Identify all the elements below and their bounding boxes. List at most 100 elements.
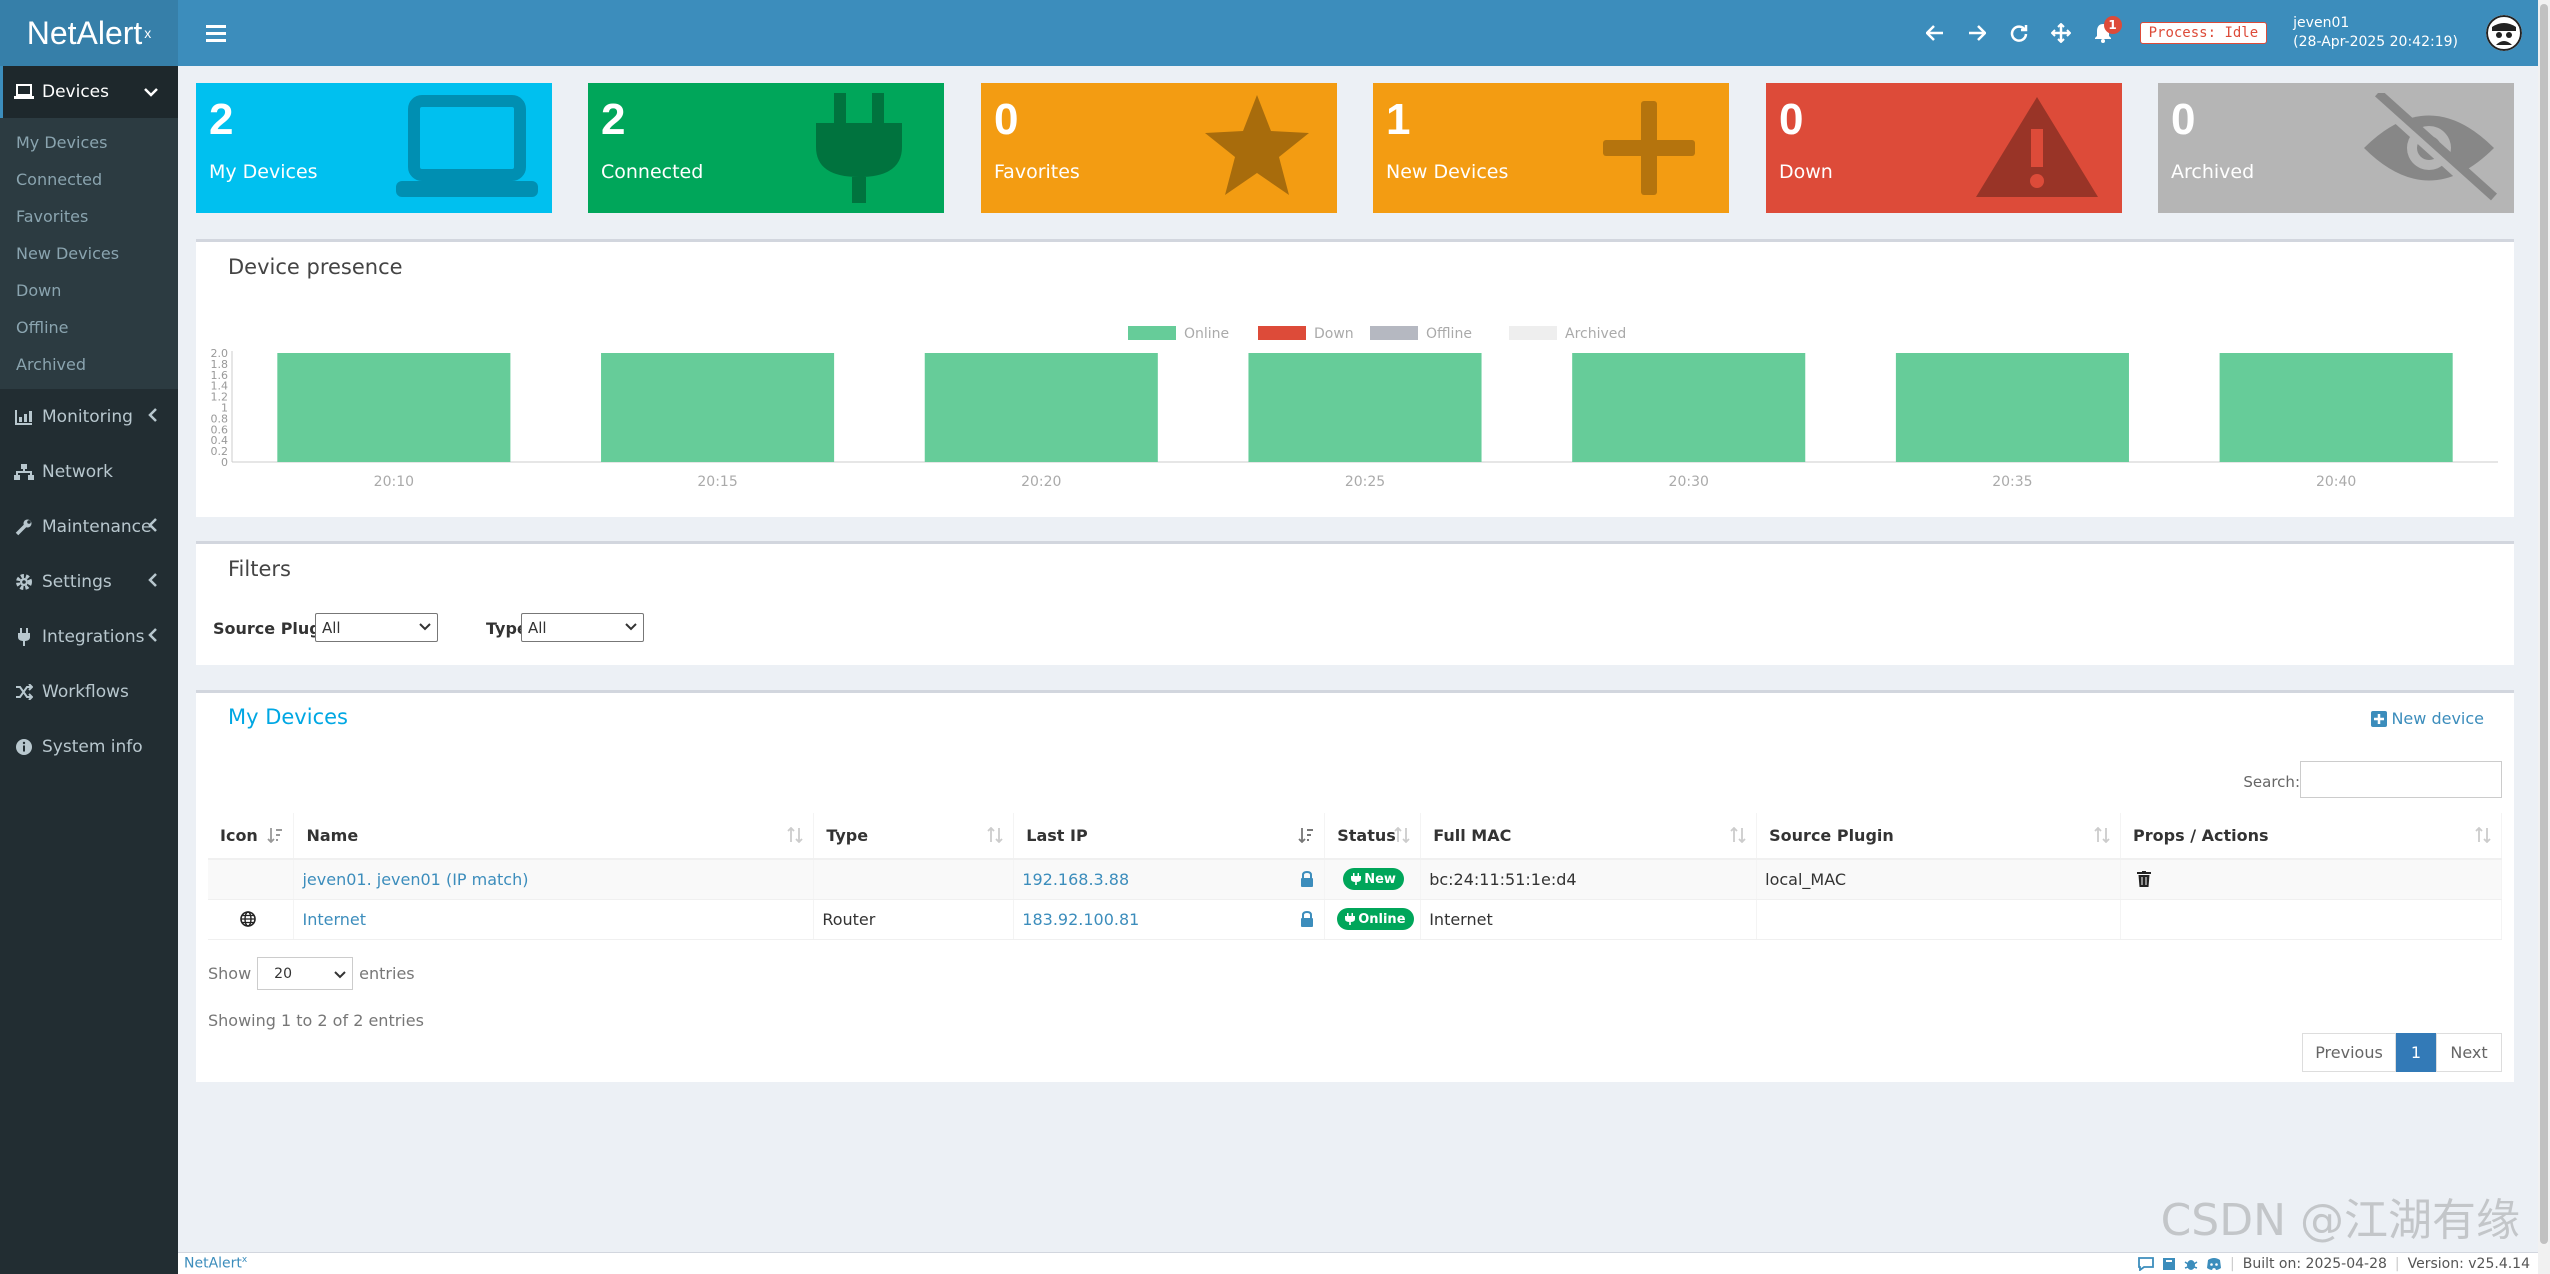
sidebar-subitem-new-devices[interactable]: New Devices xyxy=(16,244,120,263)
device-ip-link[interactable]: 192.168.3.88 xyxy=(1022,869,1130,889)
info-circle-icon xyxy=(14,737,34,757)
y-tick-label: 0.6 xyxy=(211,423,229,436)
new-device-button[interactable]: New device xyxy=(2371,709,2484,728)
cell-name[interactable]: Internet xyxy=(293,899,815,940)
device-presence-chart: Online Down Offline Archived00.20.40.60.811… xyxy=(211,326,2498,490)
box-connected[interactable]: 2 Connected xyxy=(588,83,944,213)
sidebar-subitem-archived[interactable]: Archived xyxy=(16,355,87,374)
chevron-down-icon xyxy=(419,623,431,631)
lock-icon xyxy=(1301,871,1314,887)
cell-last-ip[interactable]: 183.92.100.81 xyxy=(1013,899,1326,940)
box-value: 1 xyxy=(1386,95,1411,144)
previous-page-button[interactable]: Previous xyxy=(2302,1033,2396,1072)
column-header-icon[interactable]: Icon xyxy=(208,813,295,860)
column-header-name[interactable]: Name xyxy=(293,813,815,860)
box-value: 0 xyxy=(994,95,1019,144)
box-down[interactable]: 0 Down xyxy=(1766,83,2122,213)
column-header-type[interactable]: Type xyxy=(813,813,1015,860)
sort-icon xyxy=(987,826,1003,847)
sidebar-subitem-my-devices[interactable]: My Devices xyxy=(16,133,108,152)
device-name-link[interactable]: Internet xyxy=(302,909,367,929)
trash-icon[interactable] xyxy=(2137,871,2152,888)
box-archived[interactable]: 0 Archived xyxy=(2158,83,2514,213)
chevron-down-icon xyxy=(625,623,637,631)
new-device-label: New device xyxy=(2391,709,2484,728)
sidebar-item-label: Devices xyxy=(42,82,109,102)
type-filter-select[interactable]: All xyxy=(521,613,644,642)
box-new-devices[interactable]: 1 New Devices xyxy=(1373,83,1729,213)
y-tick-label: 0.8 xyxy=(211,412,229,425)
notifications-bell-icon[interactable]: 1 xyxy=(2082,12,2124,54)
sidebar-item-network[interactable]: Network xyxy=(0,444,178,499)
shuffle-icon xyxy=(14,682,34,702)
device-ip-link[interactable]: 183.92.100.81 xyxy=(1022,909,1140,929)
refresh-icon[interactable] xyxy=(1998,12,2040,54)
column-header-full-mac[interactable]: Full MAC xyxy=(1420,813,1758,860)
footer-brand[interactable]: NetAlertx xyxy=(184,1255,248,1272)
sort-icon xyxy=(1298,827,1314,847)
next-page-button[interactable]: Next xyxy=(2436,1033,2502,1072)
page-scrollbar[interactable] xyxy=(2538,0,2550,1274)
x-tick-label: 20:10 xyxy=(374,474,414,490)
box-label: New Devices xyxy=(1386,161,1509,183)
chat-icon[interactable] xyxy=(2138,1256,2154,1271)
y-tick-label: 0.2 xyxy=(211,445,229,458)
column-header-source-plugin[interactable]: Source Plugin xyxy=(1756,813,2122,860)
box-value: 2 xyxy=(601,95,626,144)
column-header-status[interactable]: Status xyxy=(1324,813,1422,860)
sidebar-subitem-connected[interactable]: Connected xyxy=(16,170,103,189)
box-label: My Devices xyxy=(209,161,318,183)
sidebar-item-maintenance[interactable]: Maintenance xyxy=(0,499,178,554)
sidebar-toggle-icon[interactable] xyxy=(196,13,236,53)
sidebar-item-workflows[interactable]: Workflows xyxy=(0,664,178,719)
wrench-icon xyxy=(14,517,34,537)
box-favorites[interactable]: 0 Favorites xyxy=(981,83,1337,213)
legend-label: Down xyxy=(1314,326,1354,342)
plug-icon xyxy=(1345,913,1356,925)
cell-source-plugin xyxy=(1756,899,2122,940)
sidebar-item-label: Settings xyxy=(42,571,112,592)
table-row[interactable]: Internet Router 183.92.100.81 Online Int… xyxy=(208,899,2502,940)
legend-label: Offline xyxy=(1426,326,1472,342)
table-row[interactable]: jeven01. jeven01 (IP match) 192.168.3.88… xyxy=(208,859,2502,900)
app-name: NetAlert xyxy=(26,14,143,51)
bar-online xyxy=(1895,353,2129,462)
sidebar-item-devices[interactable]: Devices xyxy=(0,66,178,118)
sidebar-item-settings[interactable]: Settings xyxy=(0,554,178,609)
star-icon xyxy=(1205,95,1309,195)
sidebar-item-integrations[interactable]: Integrations xyxy=(0,609,178,664)
x-tick-label: 20:20 xyxy=(1021,474,1061,490)
sidebar-subitem-down[interactable]: Down xyxy=(16,281,62,300)
page-size-select[interactable]: 20 xyxy=(257,957,354,990)
cell-status: New xyxy=(1324,859,1422,900)
source-plugin-select[interactable]: All xyxy=(315,613,438,642)
sidebar-subitem-offline[interactable]: Offline xyxy=(16,318,69,337)
column-header-props-actions[interactable]: Props / Actions xyxy=(2120,813,2502,860)
sidebar-item-system-info[interactable]: System info xyxy=(0,719,178,774)
sidebar: Devices My Devices Connected Favorites N… xyxy=(0,66,178,1274)
user-info[interactable]: jeven01 (28-Apr-2025 20:42:19) xyxy=(2293,14,2458,52)
search-input[interactable] xyxy=(2300,761,2502,798)
page-1-button[interactable]: 1 xyxy=(2396,1033,2436,1072)
move-arrows-icon[interactable] xyxy=(2040,12,2082,54)
bug-icon[interactable] xyxy=(2184,1257,2198,1271)
app-logo[interactable]: NetAlert x xyxy=(0,0,178,66)
forward-arrow-icon[interactable] xyxy=(1956,12,1998,54)
sidebar-item-monitoring[interactable]: Monitoring xyxy=(0,389,178,444)
device-name-link[interactable]: jeven01. jeven01 (IP match) xyxy=(302,869,529,889)
sidebar-item-label: Network xyxy=(42,461,113,482)
sidebar-subitem-favorites[interactable]: Favorites xyxy=(16,207,89,226)
x-tick-label: 20:25 xyxy=(1345,474,1385,490)
book-icon[interactable] xyxy=(2162,1257,2176,1271)
cell-name[interactable]: jeven01. jeven01 (IP match) xyxy=(293,859,815,900)
back-arrow-icon[interactable] xyxy=(1914,12,1956,54)
my-devices-panel: My Devices New device Search: Icon Name … xyxy=(196,690,2514,1082)
box-my-devices[interactable]: 2 My Devices xyxy=(196,83,552,213)
page-size-control: Show 20 entries xyxy=(208,957,415,990)
scrollbar-thumb[interactable] xyxy=(2540,4,2548,1244)
avatar[interactable] xyxy=(2486,15,2522,51)
cell-last-ip[interactable]: 192.168.3.88 xyxy=(1013,859,1326,900)
discord-icon[interactable] xyxy=(2206,1257,2222,1271)
column-header-last-ip[interactable]: Last IP xyxy=(1013,813,1326,860)
sort-icon xyxy=(267,827,283,847)
